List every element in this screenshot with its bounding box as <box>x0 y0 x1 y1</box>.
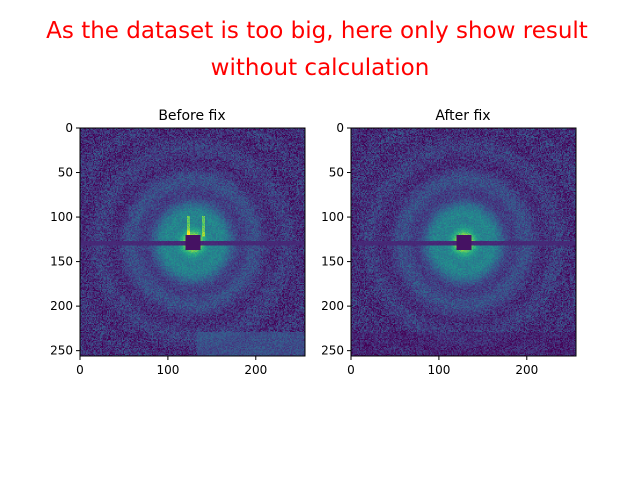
axes-frame <box>350 127 577 357</box>
x-tick-label: 0 <box>347 363 355 377</box>
y-tick-label: 50 <box>58 166 73 180</box>
y-tick-label: 0 <box>336 121 344 135</box>
axes-frame <box>79 127 306 357</box>
panel-after-fix: After fix 0 100 200 0 50 100 150 200 250 <box>321 108 577 377</box>
y-tick-label: 250 <box>50 344 73 358</box>
y-tick-label: 100 <box>321 210 344 224</box>
x-tick-label: 200 <box>515 363 538 377</box>
y-tick-label: 250 <box>321 344 344 358</box>
y-tick-label: 150 <box>50 255 73 269</box>
panel-title: After fix <box>435 108 490 124</box>
y-tick-label: 100 <box>50 210 73 224</box>
figure-title-line2: without calculation <box>211 55 430 81</box>
panel-title: Before fix <box>158 108 225 124</box>
x-tick-label: 100 <box>156 363 179 377</box>
panel-before-fix: Before fix 0 100 200 0 50 100 150 200 250 <box>50 108 306 377</box>
heatmap-before-fix <box>80 128 305 356</box>
y-tick-label: 200 <box>321 299 344 313</box>
x-tick-label: 0 <box>76 363 84 377</box>
axis-ticks: 0 100 200 0 50 100 150 200 250 <box>50 121 267 377</box>
y-tick-label: 50 <box>329 166 344 180</box>
y-tick-label: 150 <box>321 255 344 269</box>
x-tick-label: 200 <box>244 363 267 377</box>
y-tick-label: 0 <box>65 121 73 135</box>
figure-title-line1: As the dataset is too big, here only sho… <box>46 18 588 44</box>
heatmap-after-fix <box>351 128 576 356</box>
x-tick-label: 100 <box>427 363 450 377</box>
y-tick-label: 200 <box>50 299 73 313</box>
axis-ticks: 0 100 200 0 50 100 150 200 250 <box>321 121 538 377</box>
